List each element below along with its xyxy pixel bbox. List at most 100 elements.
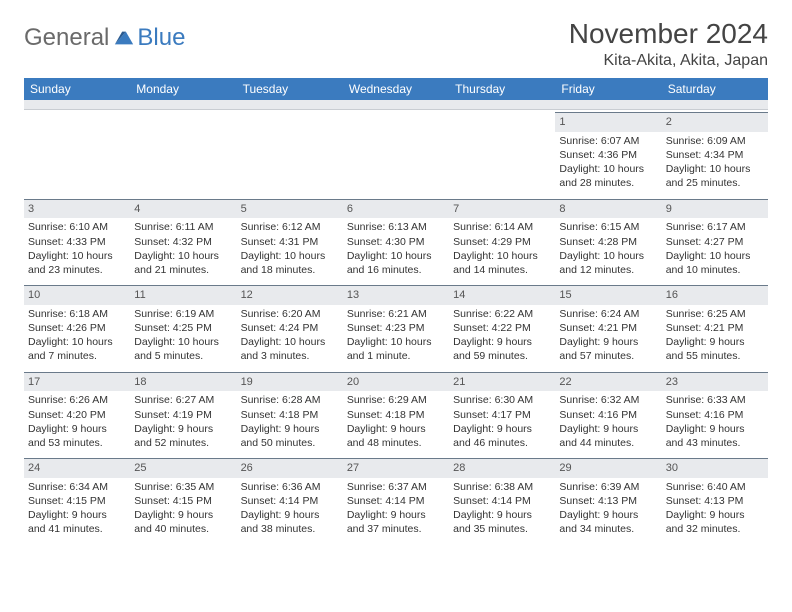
day-cell [24,110,130,197]
day-cell: 29Sunrise: 6:39 AMSunset: 4:13 PMDayligh… [555,456,661,543]
day-sunset: Sunset: 4:33 PM [28,235,126,249]
day-cell: 4Sunrise: 6:11 AMSunset: 4:32 PMDaylight… [130,197,236,284]
week-row: 24Sunrise: 6:34 AMSunset: 4:15 PMDayligh… [24,456,768,543]
day-daylight1: Daylight: 10 hours [453,249,551,263]
day-cell: 12Sunrise: 6:20 AMSunset: 4:24 PMDayligh… [237,283,343,370]
day-daylight1: Daylight: 9 hours [453,508,551,522]
day-number: 10 [24,285,130,305]
day-cell: 24Sunrise: 6:34 AMSunset: 4:15 PMDayligh… [24,456,130,543]
day-cell: 10Sunrise: 6:18 AMSunset: 4:26 PMDayligh… [24,283,130,370]
day-cell: 6Sunrise: 6:13 AMSunset: 4:30 PMDaylight… [343,197,449,284]
day-daylight1: Daylight: 10 hours [559,249,657,263]
day-daylight1: Daylight: 9 hours [666,508,764,522]
day-daylight2: and 40 minutes. [134,522,232,536]
day-sunrise: Sunrise: 6:11 AM [134,220,232,234]
title-block: November 2024 Kita-Akita, Akita, Japan [569,18,768,70]
day-cell: 25Sunrise: 6:35 AMSunset: 4:15 PMDayligh… [130,456,236,543]
day-number: 16 [662,285,768,305]
day-sunrise: Sunrise: 6:20 AM [241,307,339,321]
day-daylight2: and 34 minutes. [559,522,657,536]
day-sunset: Sunset: 4:13 PM [559,494,657,508]
day-sunrise: Sunrise: 6:29 AM [347,393,445,407]
day-daylight2: and 5 minutes. [134,349,232,363]
day-daylight2: and 53 minutes. [28,436,126,450]
day-sunrise: Sunrise: 6:35 AM [134,480,232,494]
day-cell: 18Sunrise: 6:27 AMSunset: 4:19 PMDayligh… [130,370,236,457]
day-sunset: Sunset: 4:29 PM [453,235,551,249]
logo-triangle-icon [113,29,135,47]
day-daylight2: and 23 minutes. [28,263,126,277]
day-sunrise: Sunrise: 6:28 AM [241,393,339,407]
day-daylight1: Daylight: 9 hours [453,422,551,436]
day-cell: 17Sunrise: 6:26 AMSunset: 4:20 PMDayligh… [24,370,130,457]
day-sunrise: Sunrise: 6:15 AM [559,220,657,234]
day-sunset: Sunset: 4:23 PM [347,321,445,335]
logo-text-general: General [24,24,109,52]
day-daylight1: Daylight: 10 hours [666,249,764,263]
day-number: 1 [555,112,661,132]
month-title: November 2024 [569,18,768,50]
day-number: 2 [662,112,768,132]
day-cell: 20Sunrise: 6:29 AMSunset: 4:18 PMDayligh… [343,370,449,457]
day-number: 4 [130,199,236,219]
day-number: 23 [662,372,768,392]
day-cell: 1Sunrise: 6:07 AMSunset: 4:36 PMDaylight… [555,110,661,197]
day-sunrise: Sunrise: 6:38 AM [453,480,551,494]
day-daylight1: Daylight: 10 hours [559,162,657,176]
day-number: 24 [24,458,130,478]
day-daylight1: Daylight: 9 hours [241,508,339,522]
day-daylight1: Daylight: 9 hours [559,422,657,436]
day-daylight1: Daylight: 10 hours [241,335,339,349]
day-daylight2: and 52 minutes. [134,436,232,450]
day-daylight1: Daylight: 10 hours [28,335,126,349]
day-sunset: Sunset: 4:17 PM [453,408,551,422]
day-daylight2: and 50 minutes. [241,436,339,450]
day-cell: 26Sunrise: 6:36 AMSunset: 4:14 PMDayligh… [237,456,343,543]
day-sunrise: Sunrise: 6:26 AM [28,393,126,407]
day-sunrise: Sunrise: 6:30 AM [453,393,551,407]
day-sunrise: Sunrise: 6:14 AM [453,220,551,234]
day-sunset: Sunset: 4:20 PM [28,408,126,422]
day-sunrise: Sunrise: 6:33 AM [666,393,764,407]
day-daylight1: Daylight: 9 hours [347,422,445,436]
weekday-tuesday: Tuesday [237,78,343,100]
location: Kita-Akita, Akita, Japan [569,52,768,70]
week-row: 10Sunrise: 6:18 AMSunset: 4:26 PMDayligh… [24,283,768,370]
day-daylight2: and 10 minutes. [666,263,764,277]
day-daylight1: Daylight: 9 hours [134,422,232,436]
day-cell: 28Sunrise: 6:38 AMSunset: 4:14 PMDayligh… [449,456,555,543]
day-daylight1: Daylight: 9 hours [559,335,657,349]
day-sunrise: Sunrise: 6:40 AM [666,480,764,494]
day-number: 13 [343,285,449,305]
day-cell [130,110,236,197]
day-daylight1: Daylight: 10 hours [134,249,232,263]
day-daylight2: and 28 minutes. [559,176,657,190]
day-number: 17 [24,372,130,392]
day-sunset: Sunset: 4:21 PM [559,321,657,335]
week-row: 3Sunrise: 6:10 AMSunset: 4:33 PMDaylight… [24,197,768,284]
day-daylight1: Daylight: 9 hours [28,422,126,436]
day-daylight2: and 46 minutes. [453,436,551,450]
day-sunset: Sunset: 4:30 PM [347,235,445,249]
day-number: 5 [237,199,343,219]
day-sunset: Sunset: 4:22 PM [453,321,551,335]
day-cell: 11Sunrise: 6:19 AMSunset: 4:25 PMDayligh… [130,283,236,370]
day-number: 28 [449,458,555,478]
day-cell: 3Sunrise: 6:10 AMSunset: 4:33 PMDaylight… [24,197,130,284]
logo: General Blue [24,24,185,52]
logo-text-blue: Blue [137,24,185,52]
day-daylight1: Daylight: 9 hours [559,508,657,522]
day-cell: 21Sunrise: 6:30 AMSunset: 4:17 PMDayligh… [449,370,555,457]
day-sunset: Sunset: 4:32 PM [134,235,232,249]
day-sunset: Sunset: 4:14 PM [241,494,339,508]
day-cell: 16Sunrise: 6:25 AMSunset: 4:21 PMDayligh… [662,283,768,370]
day-daylight2: and 7 minutes. [28,349,126,363]
day-number: 15 [555,285,661,305]
week-row: 1Sunrise: 6:07 AMSunset: 4:36 PMDaylight… [24,110,768,197]
day-daylight1: Daylight: 9 hours [666,335,764,349]
day-sunrise: Sunrise: 6:27 AM [134,393,232,407]
day-sunrise: Sunrise: 6:13 AM [347,220,445,234]
day-cell [237,110,343,197]
day-sunset: Sunset: 4:18 PM [347,408,445,422]
day-sunrise: Sunrise: 6:34 AM [28,480,126,494]
